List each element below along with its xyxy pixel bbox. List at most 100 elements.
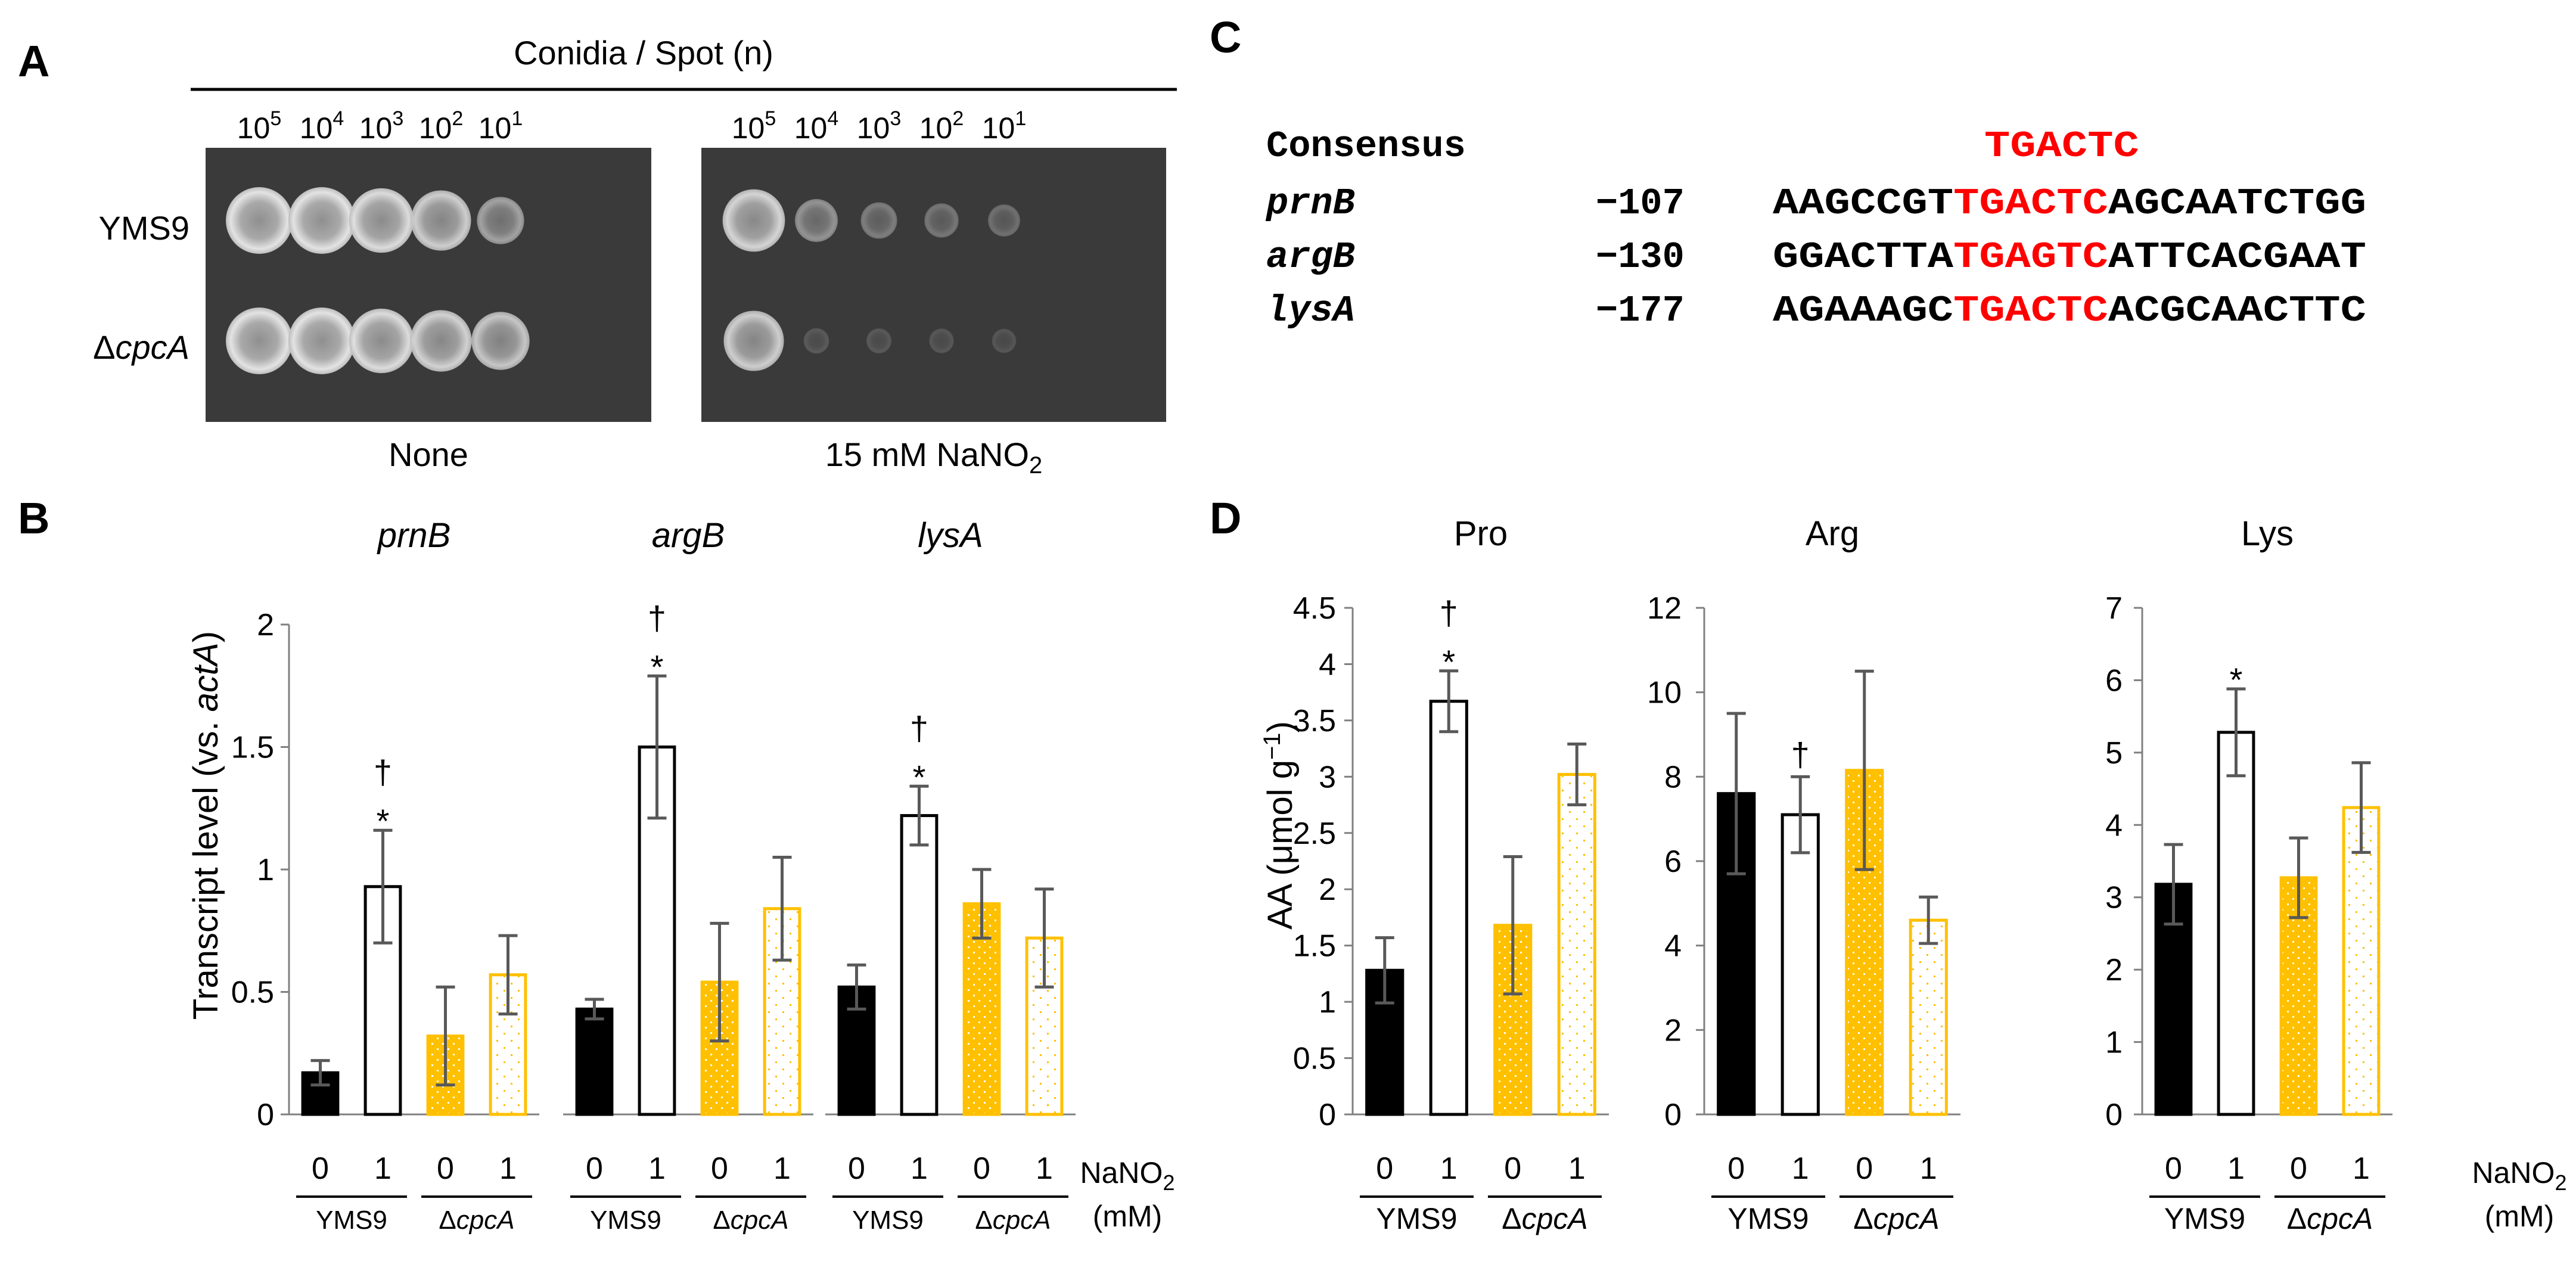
colony-spot [477, 197, 524, 244]
colony-spot [929, 328, 954, 353]
y-tick-label: 6 [1664, 844, 1682, 879]
panel-label-b: B [18, 493, 49, 543]
dilution-label: 104 [300, 107, 344, 145]
y-tick-label: 1.5 [1293, 929, 1336, 964]
panel-d-ylabel: AA (μmol g−1) [1259, 721, 1300, 930]
significance-star: * [651, 648, 664, 685]
colony-spot [723, 310, 784, 371]
significance-star: * [913, 758, 926, 796]
sequence-suffix: ACGCAACTTC [2108, 290, 2366, 332]
chart-argb: argB 0 * † 1 0 1 YMS9 ΔcpcA [563, 516, 813, 1235]
sequence-prefix: AAGCCGT [1773, 182, 1953, 225]
dilution-label: 104 [794, 107, 839, 145]
strain-label-ymsw9: YMS9 [99, 209, 190, 247]
strain-label: YMS9 [1376, 1202, 1457, 1235]
colony-spot [988, 204, 1020, 237]
chart-title: argB [652, 516, 725, 555]
y-tick-label: 3 [2105, 881, 2123, 915]
sequence-prefix: AGAAAGC [1773, 290, 1953, 332]
colony-spot [226, 187, 293, 254]
y-tick-label: 1 [257, 853, 274, 887]
dilution-label: 101 [982, 107, 1027, 145]
bar [763, 907, 801, 1116]
panel-d-mm-label: (mM) [2485, 1200, 2555, 1233]
x-treatment-label: 0 [1856, 1151, 1873, 1186]
y-tick-label: 0 [257, 1098, 274, 1132]
sequence-motif: TGACTC [1953, 182, 2108, 225]
chart-title: Lys [2241, 514, 2294, 553]
chart-title: Pro [1454, 514, 1508, 553]
x-treatment-label: 1 [1792, 1151, 1809, 1186]
x-treatment-label: 0 [437, 1151, 454, 1186]
y-tick-label: 2 [257, 608, 274, 642]
chart-lys: Lys 0 1 2 3 4 5 6 7 0 * 1 0 1 YMS9 ΔcpcA [2105, 514, 2392, 1235]
significance-dagger: † [1791, 735, 1810, 773]
y-tick-label: 4 [2105, 808, 2123, 843]
x-treatment-label: 1 [648, 1151, 666, 1186]
significance-star: * [377, 802, 390, 840]
sequence-name: argB [1266, 236, 1355, 278]
colony-spot [795, 199, 838, 242]
y-tick-label: 4 [1664, 929, 1682, 964]
x-treatment-label: 0 [1504, 1151, 1521, 1186]
panel-b-mm-label: (mM) [1093, 1200, 1163, 1233]
sequence-name: Consensus [1266, 125, 1466, 167]
x-treatment-label: 1 [911, 1151, 928, 1186]
y-tick-label: 2.5 [1293, 816, 1336, 851]
panel-label-c: C [1210, 13, 1241, 62]
colony-spot [411, 190, 471, 251]
y-tick-label: 1.5 [231, 731, 274, 765]
x-treatment-label: 0 [973, 1151, 990, 1186]
dilution-label: 103 [359, 107, 404, 145]
panel-label-a: A [18, 36, 49, 86]
significance-dagger: † [1440, 594, 1458, 632]
colony-spot [471, 312, 530, 370]
significance-dagger: † [648, 599, 666, 636]
strain-label: ΔcpcA [975, 1206, 1051, 1235]
colony-spot [226, 308, 293, 374]
strain-label: ΔcpcA [1502, 1202, 1588, 1235]
panel-b-ylabel: Transcript level (vs. actA) [187, 631, 225, 1020]
y-tick-label: 3 [1319, 760, 1336, 794]
x-treatment-label: 0 [586, 1151, 603, 1186]
y-tick-label: 8 [1664, 760, 1682, 794]
bar [1557, 773, 1596, 1116]
chart-title: prnB [377, 516, 451, 555]
conidia-header: Conidia / Spot (n) [514, 34, 773, 72]
x-treatment-label: 1 [499, 1151, 517, 1186]
colony-spot [860, 202, 897, 239]
dilution-label: 102 [919, 107, 964, 145]
x-treatment-label: 0 [711, 1151, 728, 1186]
x-treatment-label: 1 [2227, 1151, 2245, 1186]
strain-label: YMS9 [2164, 1202, 2245, 1235]
sequence-name: lysA [1266, 290, 1355, 332]
chart-lysa: lysA 0 * † 1 0 1 YMS9 ΔcpcA [825, 516, 1076, 1235]
x-treatment-label: 0 [312, 1151, 329, 1186]
condition-label-none: None [389, 436, 468, 473]
strain-label: YMS9 [590, 1206, 661, 1235]
strain-label: YMS9 [852, 1206, 924, 1235]
sequence-suffix: AGCAATCTGG [2108, 182, 2366, 225]
y-tick-label: 0 [1319, 1098, 1336, 1132]
strain-label-dcpca: ΔcpcA [93, 328, 189, 366]
y-tick-label: 0 [1664, 1098, 1682, 1132]
bar [2217, 731, 2255, 1116]
x-treatment-label: 1 [1920, 1151, 1937, 1186]
colony-spot [288, 187, 355, 254]
colony-spot [803, 328, 829, 354]
x-treatment-label: 0 [2165, 1151, 2182, 1186]
plate-nano2 [701, 148, 1166, 422]
panel-label-d: D [1210, 493, 1241, 543]
x-treatment-label: 1 [1568, 1151, 1586, 1186]
bar [575, 1007, 614, 1116]
colony-spot [410, 310, 472, 372]
y-tick-label: 2 [2105, 953, 2123, 987]
condition-label-nano2: 15 mM NaNO2 [825, 436, 1043, 479]
chart-prnb: prnB 0 0.5 1 1.5 2 0 * † 1 0 1 YMS9 ΔcpcA [231, 516, 539, 1235]
sequence-position: −107 [1596, 182, 1685, 225]
y-tick-label: 3.5 [1293, 704, 1336, 738]
significance-dagger: † [374, 753, 392, 791]
y-tick-label: 2 [1664, 1013, 1682, 1048]
x-treatment-label: 0 [1376, 1151, 1393, 1186]
